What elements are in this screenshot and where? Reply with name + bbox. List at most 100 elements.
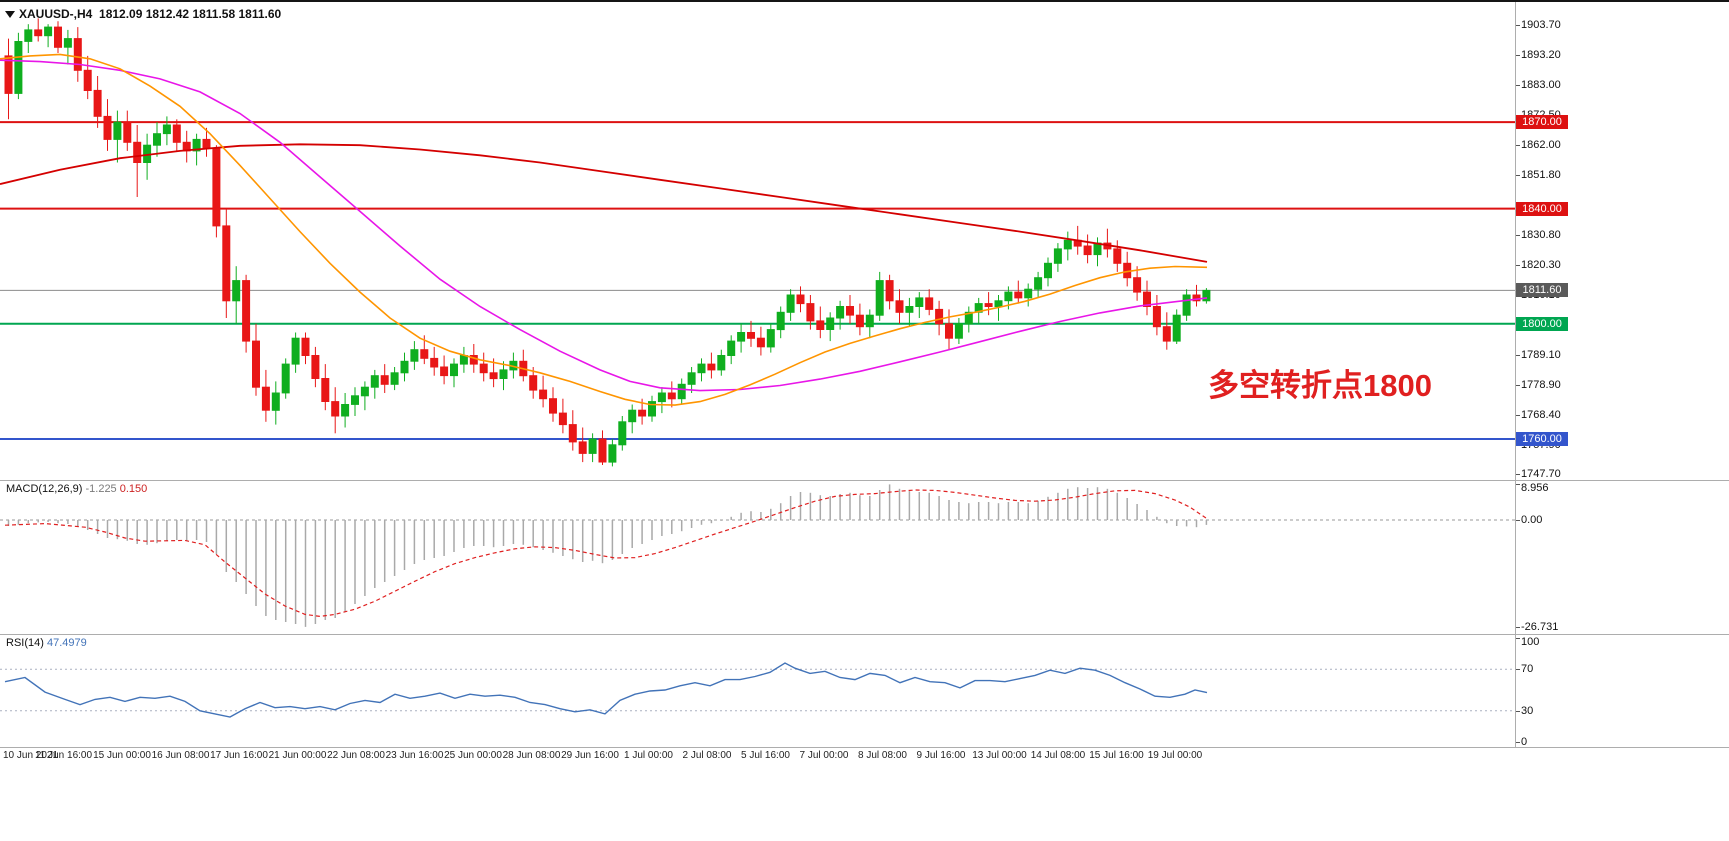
candle-body	[568, 424, 577, 443]
candle-body	[776, 311, 785, 331]
price-axis-label: 1830.80	[1521, 229, 1561, 241]
price-macd-separator[interactable]	[0, 480, 1729, 481]
candle-body	[301, 337, 310, 357]
candle-body	[846, 306, 854, 316]
time-axis-label: 9 Jul 16:00	[916, 750, 966, 761]
rsi-axis-tick	[1516, 742, 1520, 743]
candle-body	[1053, 248, 1062, 264]
ma-line-fast-orange	[0, 53, 1208, 406]
candle-body	[1192, 294, 1201, 302]
time-axis-label: 7 Jul 00:00	[799, 750, 849, 761]
price-axis-tick	[1516, 474, 1520, 475]
price-axis-tick	[1516, 55, 1520, 56]
time-axis-label: 1 Jul 00:00	[624, 750, 673, 761]
candle-body	[618, 421, 627, 446]
time-axis-label: 19 Jul 00:00	[1147, 750, 1203, 761]
candle-body	[875, 280, 884, 316]
price-level-badge: 1840.00	[1516, 202, 1568, 216]
candle-body	[677, 383, 686, 400]
candle-body	[192, 138, 201, 152]
candle-body	[1143, 291, 1151, 308]
price-axis-tick	[1516, 25, 1520, 26]
candle-body	[321, 378, 330, 402]
price-axis-tick	[1516, 145, 1520, 146]
macd-rsi-separator[interactable]	[0, 634, 1729, 635]
candle-body	[737, 332, 746, 342]
time-axis-label: 29 Jun 16:00	[561, 750, 619, 761]
candle-body	[806, 303, 815, 322]
candle-body	[63, 38, 72, 48]
candle-body	[172, 124, 181, 143]
candle-body	[499, 369, 508, 379]
candle-body	[212, 147, 221, 227]
price-axis-label: 1851.80	[1521, 169, 1561, 181]
candle-body	[667, 392, 676, 400]
rsi-axis-label: 100	[1521, 636, 1540, 648]
candlestick-series[interactable]	[4, 18, 1211, 467]
macd-axis-tick	[1516, 484, 1520, 485]
candle-body	[1044, 262, 1052, 279]
price-axis-label: 1893.20	[1521, 49, 1561, 61]
candle-body	[727, 340, 736, 357]
rsi-axis-tick	[1516, 711, 1520, 712]
price-axis-tick	[1516, 85, 1520, 86]
candle-body	[34, 29, 43, 37]
candle-body	[162, 124, 171, 135]
chevron-down-icon[interactable]	[5, 11, 15, 19]
candle-body	[905, 306, 914, 313]
price-level-badge: 1811.60	[1516, 283, 1568, 297]
time-axis-label: 5 Jul 16:00	[741, 750, 790, 761]
candle-body	[865, 314, 874, 328]
candle-body	[648, 401, 656, 417]
time-axis-label: 2 Jul 08:00	[682, 750, 732, 761]
macd-signal-line	[4, 489, 1209, 618]
time-axis-label: 11 Jun 16:00	[34, 750, 93, 761]
candle-body	[935, 308, 944, 325]
time-axis-label: 13 Jul 00:00	[972, 750, 1027, 761]
candle-body	[549, 398, 557, 414]
candle-body	[450, 363, 458, 377]
macd-panel-label: MACD(12,26,9) -1.225 0.150	[6, 483, 147, 495]
rsi-axis-tick	[1516, 638, 1520, 639]
macd-signal-value: 0.150	[119, 483, 148, 495]
candle-body	[786, 294, 795, 313]
candle-body	[766, 329, 775, 348]
price-axis-label: 1862.00	[1521, 139, 1561, 151]
rsi-panel[interactable]	[0, 662, 1515, 718]
macd-axis-tick	[1516, 627, 1520, 628]
candle-body	[479, 363, 488, 374]
price-axis-tick	[1516, 355, 1520, 356]
candle-body	[994, 300, 1003, 308]
candle-body	[4, 55, 13, 94]
price-axis-label: 1768.40	[1521, 409, 1561, 421]
macd-axis-label: -26.731	[1521, 621, 1559, 633]
candle-body	[311, 355, 320, 379]
ma-line-slow-red	[0, 143, 1208, 263]
rsi-line	[4, 662, 1208, 718]
candle-body	[1162, 326, 1171, 342]
macd-panel[interactable]	[0, 484, 1515, 627]
price-level-badge: 1800.00	[1516, 317, 1568, 331]
time-axis-label: 23 Jun 16:00	[385, 750, 444, 761]
candle-body	[390, 372, 399, 385]
price-axis-tick	[1516, 265, 1520, 266]
candle-body	[697, 363, 706, 374]
candle-body	[747, 332, 755, 339]
candle-body	[588, 438, 597, 454]
candle-body	[895, 300, 904, 313]
price-level-badge: 1760.00	[1516, 432, 1568, 446]
candle-body	[836, 306, 845, 319]
candle-body	[717, 355, 726, 371]
candle-body	[1004, 291, 1013, 302]
price-axis-tick	[1516, 175, 1520, 176]
rsi-panel-label: RSI(14) 47.4979	[6, 637, 87, 649]
candle-body	[1133, 277, 1142, 293]
candle-body	[687, 372, 696, 385]
candle-body	[1014, 291, 1023, 299]
price-axis-tick	[1516, 415, 1520, 416]
time-axis-label: 16 Jun 08:00	[151, 750, 210, 761]
rsi-axis-label: 30	[1521, 705, 1534, 717]
chart-header: XAUUSD-,H4 1812.09 1812.42 1811.58 1811.…	[5, 7, 281, 21]
